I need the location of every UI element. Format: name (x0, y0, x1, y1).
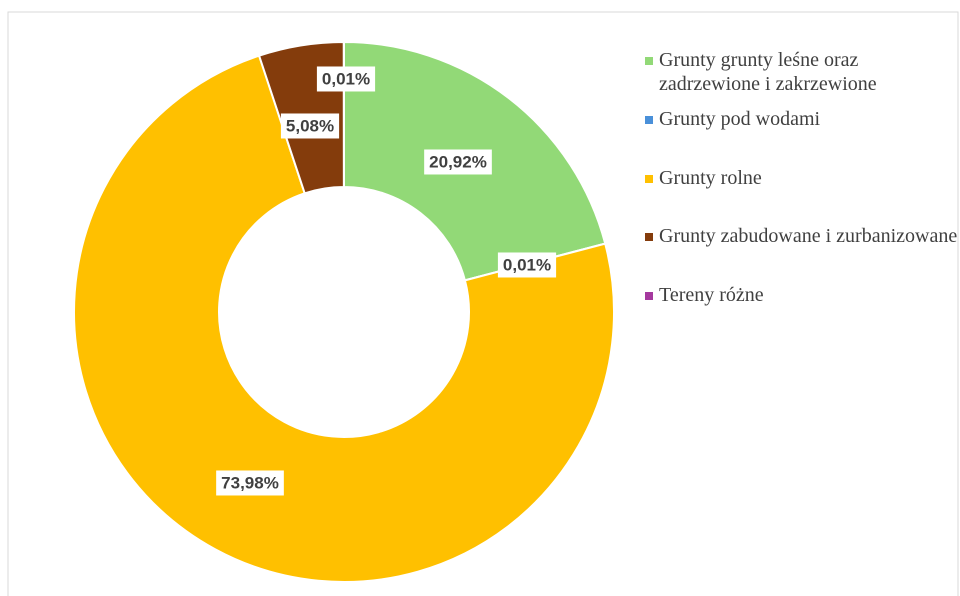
data-label-box (424, 149, 492, 175)
data-label-box (280, 113, 340, 139)
legend-marker (645, 116, 653, 124)
data-label-box (497, 252, 557, 278)
legend-marker (645, 57, 653, 65)
data-label-text: 73,98% (221, 473, 279, 492)
data-label: 5,08% (280, 113, 340, 139)
data-label-text: 0,01% (503, 255, 551, 274)
legend-label: Grunty grunty leśne oraz zadrzewione i za… (659, 49, 877, 95)
legend-marker (645, 233, 653, 241)
data-label-box (216, 470, 284, 496)
legend-marker (645, 175, 653, 183)
legend-marker (645, 292, 653, 300)
donut-slice (73, 54, 615, 583)
legend-line: zadrzewione i zakrzewione (659, 73, 877, 95)
data-label: 0,01% (497, 252, 557, 278)
data-label-text: 5,08% (286, 116, 334, 135)
legend-label: Tereny różne (659, 284, 764, 306)
legend-label: Grunty rolne (659, 167, 762, 189)
data-label: 0,01% (316, 66, 376, 92)
legend-line: Grunty grunty leśne oraz (659, 49, 859, 71)
data-label: 20,92% (424, 149, 492, 175)
data-label-text: 20,92% (429, 152, 487, 171)
legend-label: Grunty zabudowane i zurbanizowane (659, 225, 957, 247)
data-label: 73,98% (216, 470, 284, 496)
legend-label: Grunty pod wodami (659, 108, 821, 130)
data-label-text: 0,01% (322, 69, 370, 88)
data-label-box (316, 66, 376, 92)
